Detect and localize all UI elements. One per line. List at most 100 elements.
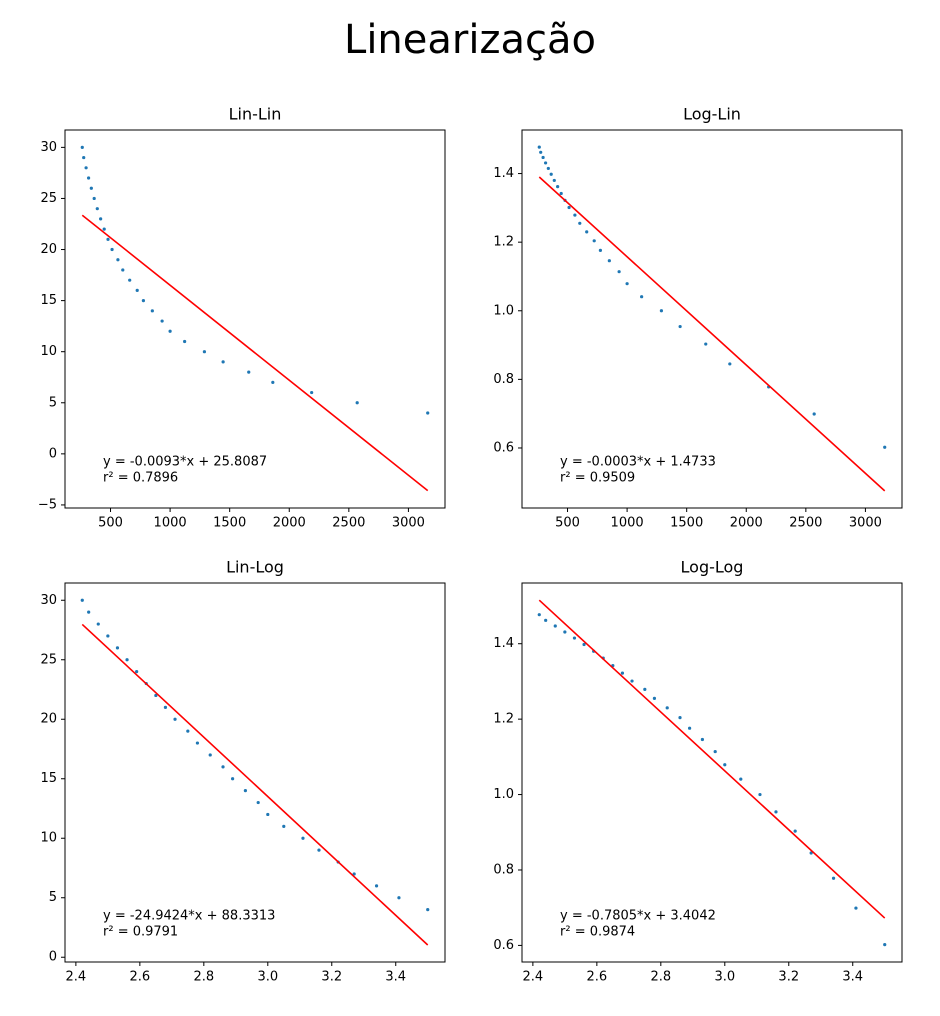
data-point (665, 706, 669, 710)
data-point (256, 800, 260, 805)
axes-frame (64, 129, 446, 509)
y-tick-label: 25 (40, 652, 57, 667)
y-tick-label: 0.6 (493, 440, 514, 455)
x-tick-label: 2.8 (650, 970, 671, 985)
y-tick-label: 0 (49, 446, 57, 461)
data-point (397, 896, 401, 900)
x-tick-label: 3000 (392, 516, 425, 531)
x-tick-label: 2.4 (66, 970, 87, 985)
y-tick-label: 0.8 (493, 862, 514, 877)
data-point (544, 618, 548, 622)
data-point (92, 196, 96, 201)
y-tick-label: 10 (40, 831, 57, 846)
data-point (659, 309, 664, 313)
x-tick-label: 3.2 (778, 970, 799, 985)
annotation: y = -0.0003*x + 1.4733 (560, 455, 716, 470)
data-point (266, 812, 270, 817)
data-point (812, 412, 816, 416)
data-point (355, 401, 359, 405)
data-point (883, 943, 887, 947)
data-point (578, 221, 582, 225)
data-point (208, 753, 212, 757)
data-point (617, 270, 621, 274)
data-point (793, 829, 797, 833)
y-tick-label: 10 (40, 344, 57, 359)
data-point (652, 696, 657, 700)
data-point (739, 777, 743, 781)
x-tick-label: 1000 (154, 516, 187, 531)
subplot-title: Log-Log (681, 558, 744, 577)
fit-line (538, 599, 886, 919)
data-point (537, 613, 541, 617)
data-point (541, 155, 545, 160)
data-point (310, 390, 314, 395)
annotation: y = -0.0093*x + 25.8087 (103, 455, 267, 470)
data-point (243, 789, 248, 793)
data-point (630, 679, 634, 683)
fit-line (81, 623, 429, 946)
x-tick-label: 1000 (611, 516, 644, 531)
data-point (135, 670, 139, 674)
annotation: r² = 0.9874 (560, 925, 635, 940)
data-point (723, 763, 727, 767)
data-point (195, 741, 200, 745)
x-tick-label: 2500 (332, 516, 365, 531)
x-tick-label: 3.0 (257, 970, 278, 985)
data-point (831, 876, 836, 880)
data-point (809, 851, 813, 855)
x-tick-label: 1500 (670, 516, 703, 531)
data-point (121, 268, 125, 272)
data-point (688, 726, 692, 730)
data-point (271, 380, 275, 384)
data-point (774, 810, 778, 814)
data-point (553, 624, 557, 628)
annotation: y = -0.7805*x + 3.4042 (560, 909, 716, 924)
data-point (582, 642, 586, 647)
data-point (301, 836, 305, 840)
data-point (80, 598, 84, 602)
y-tick-label: 1.0 (493, 303, 514, 318)
x-tick-label: 3000 (849, 516, 882, 531)
fit-line (81, 214, 429, 492)
y-tick-label: 0.8 (493, 372, 514, 387)
fit-line (538, 176, 886, 492)
data-point (116, 258, 120, 262)
y-tick-label: 1.2 (493, 712, 514, 727)
y-tick-label: 1.4 (493, 636, 514, 651)
data-point (135, 288, 139, 292)
data-point (728, 362, 732, 366)
subplot-title: Lin-Log (226, 558, 284, 577)
data-point (546, 166, 550, 171)
data-point (598, 248, 603, 252)
y-tick-label: 1.0 (493, 787, 514, 802)
data-point (141, 299, 146, 303)
data-point (231, 777, 235, 781)
x-tick-label: 3.2 (321, 970, 342, 985)
data-point (247, 370, 251, 374)
data-point (80, 145, 84, 149)
y-tick-label: 0 (49, 950, 57, 965)
data-point (713, 749, 717, 754)
data-point (317, 848, 321, 852)
subplot-title: Log-Lin (683, 105, 741, 124)
x-tick-label: 2.6 (587, 970, 608, 985)
data-point (678, 716, 682, 720)
data-point (552, 178, 556, 183)
data-point (106, 237, 110, 241)
axes-frame (521, 129, 903, 509)
data-point (95, 207, 99, 211)
data-point (556, 184, 560, 189)
x-tick-label: 2000 (273, 516, 306, 531)
x-tick-label: 2.8 (193, 970, 214, 985)
annotation: r² = 0.7896 (103, 471, 178, 486)
data-point (282, 824, 286, 828)
y-tick-label: 25 (40, 191, 57, 206)
data-point (168, 329, 172, 333)
annotation: r² = 0.9509 (560, 471, 635, 486)
y-tick-label: 5 (49, 890, 57, 905)
x-tick-label: 2.4 (523, 970, 544, 985)
data-point (643, 687, 647, 691)
data-point (549, 172, 553, 176)
y-tick-label: 1.4 (493, 166, 514, 181)
